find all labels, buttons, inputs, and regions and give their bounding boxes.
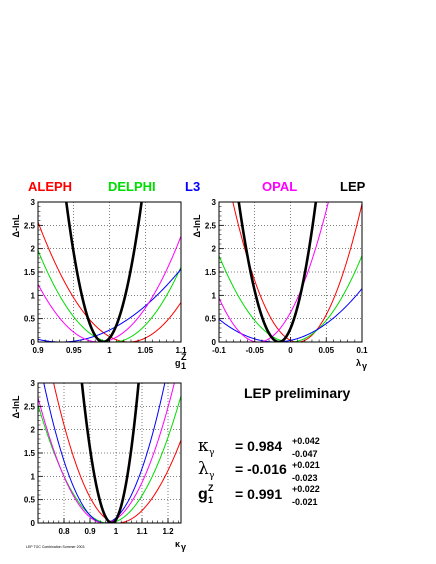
result-lambda-subscript: γ xyxy=(209,471,214,481)
plot-kappa: 0.8 0.9 1 1.1 1.2 0 0.5 1 1.5 2 2.5 3 Δ-lnL κ γ xyxy=(11,379,186,552)
legend-aleph: ALEPH xyxy=(28,179,72,194)
y-tick-label: 3 xyxy=(31,198,36,207)
x-tick-label: 1.1 xyxy=(175,346,187,355)
result-kappa-value: = 0.984 xyxy=(235,438,282,454)
x-tick-label: -0.05 xyxy=(246,346,265,355)
curve-l3 xyxy=(38,268,181,342)
x-tick-label: 0.1 xyxy=(356,346,368,355)
result-g1z: g Z 1 = 0.991 +0.022 -0.021 xyxy=(198,483,320,507)
result-lambda-value: = -0.016 xyxy=(235,461,287,477)
experiment-legend: ALEPH DELPHI L3 OPAL LEP xyxy=(28,179,366,194)
x-tick-label: 1 xyxy=(114,527,119,536)
result-kappa-minus: -0.047 xyxy=(292,449,318,459)
y-tick-label: 1 xyxy=(212,291,217,300)
y-tick-label: 1 xyxy=(31,291,36,300)
y-tick-label: 0.5 xyxy=(24,315,36,324)
x-tick-label: 1.2 xyxy=(162,527,174,536)
result-kappa-symbol: κ xyxy=(198,436,209,456)
y-tick-label: 1.5 xyxy=(24,268,36,277)
footnote: LEP TGC Combination Summer 2003 xyxy=(26,545,84,549)
x-tick-label: 1.05 xyxy=(137,346,153,355)
x-axis-label: κ xyxy=(175,539,181,549)
y-tick-label: 2 xyxy=(212,245,217,254)
y-tick-label: 2 xyxy=(31,426,36,435)
result-g1z-minus: -0.021 xyxy=(292,497,318,507)
result-g1z-plus: +0.022 xyxy=(292,484,320,494)
curve-aleph xyxy=(38,221,181,342)
x-axis-label-subscript: γ xyxy=(362,361,367,371)
y-tick-label: 0 xyxy=(212,338,217,347)
y-tick-label: 2 xyxy=(31,245,36,254)
curve-l3 xyxy=(219,288,362,342)
preliminary-label: LEP preliminary xyxy=(244,385,351,401)
y-tick-label: 2.5 xyxy=(24,221,36,230)
y-axis-label: Δ-lnL xyxy=(192,214,202,237)
legend-l3: L3 xyxy=(185,179,200,194)
y-tick-label: 0 xyxy=(31,338,36,347)
x-axis-label: g xyxy=(175,358,181,368)
y-tick-label: 1.5 xyxy=(24,449,36,458)
curve-opal xyxy=(219,202,329,342)
curve-delphi xyxy=(219,255,362,342)
y-tick-label: 1.5 xyxy=(205,268,217,277)
x-axis-label: λ xyxy=(356,358,361,368)
legend-delphi: DELPHI xyxy=(108,179,156,194)
x-tick-label: 0.95 xyxy=(66,346,82,355)
x-axis-label-subscript: 1 xyxy=(181,361,186,371)
x-axis-label-superscript: Z xyxy=(181,352,187,362)
x-tick-label: 0.05 xyxy=(318,346,334,355)
x-axis-label-subscript: γ xyxy=(181,542,186,552)
x-tick-label: 0.8 xyxy=(58,527,70,536)
result-g1z-value: = 0.991 xyxy=(235,486,282,502)
result-lambda-plus: +0.021 xyxy=(292,460,320,470)
y-axis-label: Δ-lnL xyxy=(11,214,21,237)
result-g1z-symbol: g xyxy=(198,486,208,503)
x-tick-label: 0.9 xyxy=(84,527,96,536)
result-g1z-subscript: 1 xyxy=(208,495,213,505)
legend-opal: OPAL xyxy=(262,179,297,194)
y-tick-label: 2.5 xyxy=(24,402,36,411)
y-tick-label: 3 xyxy=(212,198,217,207)
y-tick-label: 0.5 xyxy=(205,315,217,324)
y-tick-label: 1 xyxy=(31,472,36,481)
results-panel: LEP preliminary κ γ = 0.984 +0.042 -0.04… xyxy=(198,385,351,507)
curve-lep xyxy=(80,383,140,523)
plot-lambda: -0.1 -0.05 0 0.05 0.1 0 0.5 1 1.5 2 2.5 3 Δ-lnL λ γ xyxy=(192,198,368,371)
result-lambda: λ γ = -0.016 +0.021 -0.023 xyxy=(198,459,320,483)
result-g1z-superscript: Z xyxy=(208,483,214,493)
curve-lep xyxy=(237,202,318,342)
curve-delphi xyxy=(38,395,181,523)
y-tick-label: 3 xyxy=(31,379,36,388)
result-kappa-subscript: γ xyxy=(209,448,214,458)
result-lambda-minus: -0.023 xyxy=(292,473,318,483)
x-tick-label: 0 xyxy=(288,346,293,355)
legend-lep: LEP xyxy=(340,179,366,194)
y-tick-label: 2.5 xyxy=(205,221,217,230)
y-axis-label: Δ-lnL xyxy=(11,395,21,418)
result-lambda-symbol: λ xyxy=(198,459,209,479)
x-tick-label: 0.9 xyxy=(32,346,44,355)
result-kappa: κ γ = 0.984 +0.042 -0.047 xyxy=(198,436,320,459)
y-tick-label: 0.5 xyxy=(24,496,36,505)
x-tick-label: -0.1 xyxy=(212,346,226,355)
result-kappa-plus: +0.042 xyxy=(292,436,320,446)
x-tick-label: 1 xyxy=(107,346,112,355)
x-tick-label: 1.1 xyxy=(136,527,148,536)
y-tick-label: 0 xyxy=(31,519,36,528)
